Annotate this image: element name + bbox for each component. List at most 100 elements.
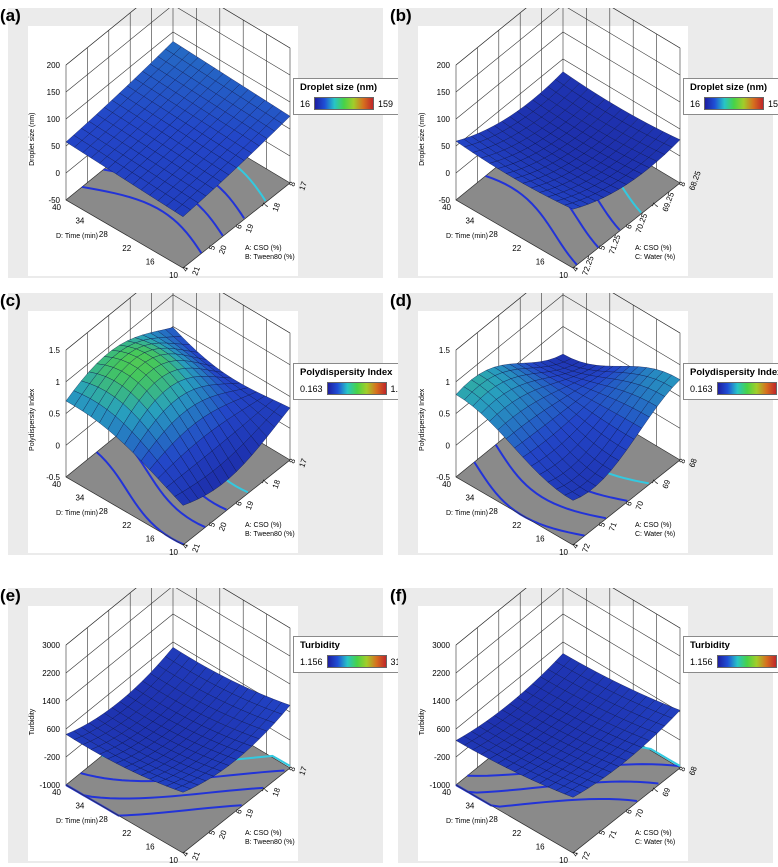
- z-tick-label: 0: [446, 169, 451, 178]
- box-edges: [65, 767, 291, 854]
- surface-cell: [564, 202, 582, 210]
- z-tick-label: 200: [437, 61, 451, 70]
- surface-plot: 200 150 100 50 0 -50 Droplet size (nm) 40 34 28 22…: [28, 8, 309, 278]
- z-tick-label: 2200: [432, 669, 450, 678]
- surface-plot: 1.5 1 0.5 0 -0.5 Polydispersity Index 40 34 28 22…: [28, 293, 309, 555]
- y-tick-label: 40: [442, 788, 451, 797]
- y-tick-label: 16: [536, 257, 545, 266]
- panel-d: (d) 1.5 1 0.5 0 -0.5 Polydispersity Index 40 34 2…: [390, 291, 778, 555]
- x-axis-label: B: Tween80 (%): [245, 531, 295, 538]
- x-tick-label-b: 21: [190, 850, 202, 862]
- x-tick-label-a: 8: [677, 457, 687, 465]
- y-tick-label: 28: [99, 230, 108, 239]
- y-tick-label: 16: [146, 257, 155, 266]
- response-surface: [65, 41, 291, 217]
- panel-label: (c): [0, 291, 21, 310]
- legend-title: Turbidity: [690, 640, 730, 651]
- contour-line: [95, 451, 185, 546]
- colorbar-legend: Droplet size (nm) 16 159: [683, 78, 778, 115]
- y-axis-label: D: Time (min): [446, 510, 488, 517]
- y-tick-label: 28: [99, 815, 108, 824]
- y-tick-label: 40: [52, 203, 61, 212]
- y-tick-label: 34: [465, 494, 474, 503]
- z-tick-label: 0: [56, 441, 61, 450]
- y-tick-label: 10: [169, 856, 178, 863]
- legend-min: 0.163: [690, 383, 713, 394]
- surface-plot: 200 150 100 50 0 -50 Droplet size (nm) 40 34 28 22…: [418, 8, 703, 278]
- z-tick-label: 2200: [42, 669, 60, 678]
- surface-cell: [174, 204, 191, 217]
- y-axis-label: D: Time (min): [446, 818, 488, 825]
- surface-plot: 3000 2200 1400 600 -200 -1000 Turbidity 40 34 28 2…: [418, 588, 699, 863]
- x-tick-label-b: 21: [190, 542, 202, 554]
- x-tick-label-a: 6: [624, 807, 634, 815]
- box-edges: [455, 459, 681, 546]
- colorbar-legend: Polydispersity Index 0.163 1.095: [683, 363, 778, 400]
- x-tick-label-a: 8: [287, 457, 297, 465]
- x-tick-label-a: 5: [597, 829, 607, 837]
- z-tick-label: 1400: [42, 697, 60, 706]
- y-tick-label: 10: [559, 271, 568, 278]
- y-tick-label: 34: [465, 802, 474, 811]
- surface-cell: [174, 491, 191, 506]
- z-tick-label: 600: [437, 725, 451, 734]
- colorbar: [326, 382, 387, 395]
- x-tick-label-b: 20: [217, 520, 229, 532]
- y-tick-label: 28: [489, 815, 498, 824]
- legend-title: Turbidity: [300, 640, 340, 651]
- z-tick-label: 1.5: [439, 346, 451, 355]
- colorbar: [716, 382, 777, 395]
- y-tick-label: 22: [512, 244, 521, 253]
- x-tick-label-b: 18: [271, 478, 283, 490]
- panel-e: (e) 3000 2200 1400 600 -200 -1000 Turbidity 40 34…: [0, 586, 418, 863]
- x-tick-label-a: 7: [651, 478, 661, 486]
- x-tick-label-a: 4: [570, 265, 580, 273]
- x-axis-label: B: Tween80 (%): [245, 839, 295, 846]
- panel-c: (c) 1.5 1 0.5 0 -0.5 Polydispersity Index 40 34 2…: [0, 291, 421, 555]
- x-axis-label: A: CSO (%): [245, 245, 282, 252]
- contour-line: [65, 784, 264, 800]
- x-tick-label-a: 4: [570, 850, 580, 858]
- y-tick-label: 28: [489, 230, 498, 239]
- z-tick-label: 0: [446, 441, 451, 450]
- x-axis-label: C: Water (%): [635, 839, 675, 846]
- z-tick-label: -200: [44, 753, 61, 762]
- z-tick-label: -50: [48, 196, 60, 205]
- z-tick-label: 150: [47, 88, 61, 97]
- panel-label: (b): [390, 6, 412, 25]
- x-tick-label-a: 7: [651, 201, 661, 209]
- colorbar: [704, 97, 765, 110]
- z-tick-label: 1400: [432, 697, 450, 706]
- y-axis-label: D: Time (min): [446, 233, 488, 240]
- legend-min: 16: [690, 98, 701, 109]
- response-surface: [455, 653, 681, 798]
- surface-cell: [564, 491, 582, 501]
- z-tick-label: 3000: [432, 641, 450, 650]
- x-axis-label: B: Tween80 (%): [245, 254, 295, 261]
- x-axis-label: A: CSO (%): [245, 522, 282, 529]
- x-tick-label-b: 69: [661, 786, 673, 798]
- x-tick-label-b: 18: [271, 201, 283, 213]
- x-tick-label-a: 6: [624, 499, 634, 507]
- response-surface: [65, 647, 291, 793]
- response-surface: [65, 327, 291, 506]
- z-axis-label: Polydispersity Index: [419, 388, 426, 451]
- z-axis-label: Droplet size (nm): [419, 113, 426, 166]
- surface-plot: 1.5 1 0.5 0 -0.5 Polydispersity Index 40 34 28 22…: [418, 293, 699, 555]
- x-tick-label-b: 70: [634, 499, 646, 511]
- y-tick-label: 22: [122, 829, 131, 838]
- x-tick-label-b: 19: [244, 807, 256, 819]
- x-tick-label-a: 5: [207, 244, 217, 252]
- legend-min: 1.156: [690, 656, 713, 667]
- x-tick-label-a: 7: [261, 478, 271, 486]
- z-axis-label: Polydispersity Index: [29, 388, 36, 451]
- x-tick-label-a: 5: [597, 521, 607, 529]
- colorbar-legend: Turbidity 1.156 3154: [683, 636, 778, 673]
- x-tick-label-b: 68: [687, 457, 699, 469]
- z-tick-label: 100: [47, 115, 61, 124]
- legend-title: Polydispersity Index: [300, 367, 393, 378]
- x-axis-label: C: Water (%): [635, 531, 675, 538]
- z-tick-label: 0: [56, 169, 61, 178]
- x-tick-label-b: 21: [190, 265, 202, 277]
- x-axis-label: A: CSO (%): [635, 522, 672, 529]
